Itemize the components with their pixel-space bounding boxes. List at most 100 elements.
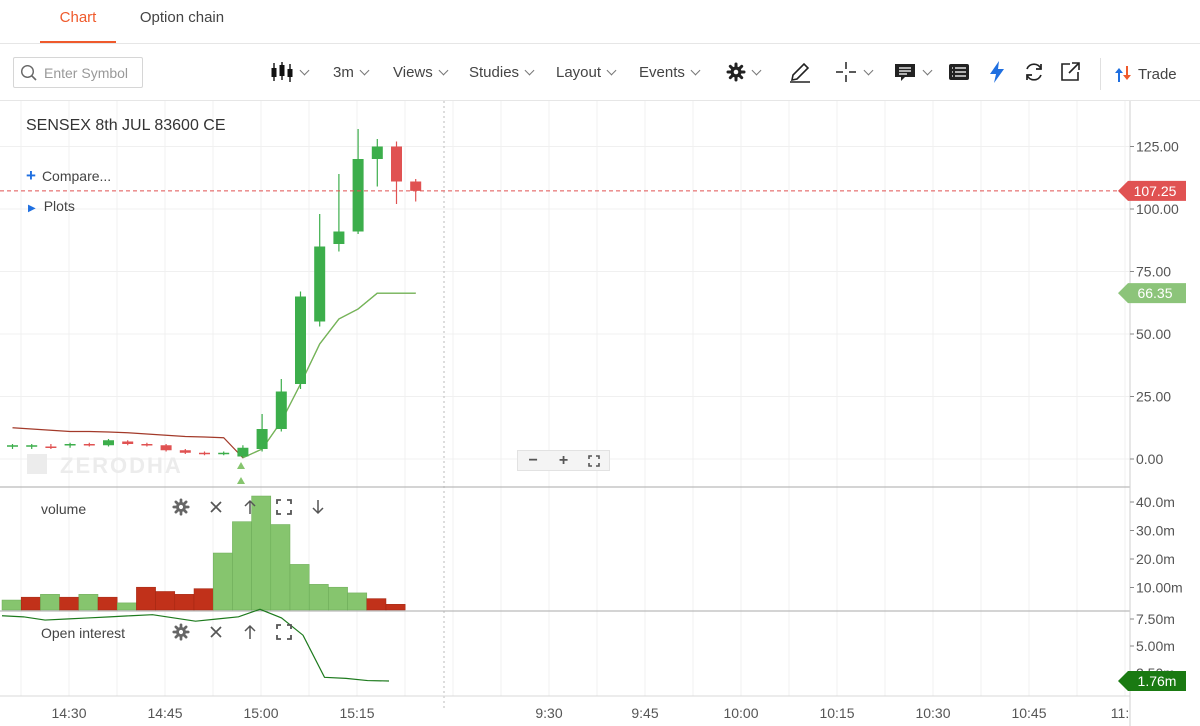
price-chart[interactable]: ZERODHA 125.00100.0075.0050.0025.000.001… (0, 101, 1200, 726)
candle (141, 444, 153, 446)
chevron-down-icon (524, 65, 535, 76)
candle (314, 246, 326, 322)
x-tick-label: 14:45 (147, 705, 182, 721)
events-label: Events (639, 63, 685, 81)
oi-tick-label: 7.50m (1136, 611, 1175, 627)
candle (199, 452, 210, 455)
volume-bar (174, 594, 195, 611)
candlestick-icon (271, 62, 293, 82)
candle (160, 445, 172, 451)
volume-bar (59, 596, 80, 611)
candle (371, 146, 383, 159)
oi-line (1, 608, 390, 682)
refresh-button[interactable] (1023, 60, 1045, 84)
x-tick-label: 9:45 (631, 705, 658, 721)
interval-label: 3m (333, 63, 354, 81)
tab-option-chain[interactable]: Option chain (139, 9, 225, 26)
volume-bar (270, 524, 291, 611)
tab-chart[interactable]: Chart (40, 0, 116, 43)
plus-icon: + (26, 166, 36, 185)
studies-dropdown[interactable]: Studies (469, 60, 535, 84)
oi-panel-controls (172, 623, 292, 641)
arrow-up-icon[interactable] (242, 499, 258, 515)
expand-icon[interactable] (276, 624, 292, 640)
arrow-down-icon[interactable] (310, 499, 326, 515)
events-dropdown[interactable]: Events (639, 60, 701, 84)
compare-link[interactable]: + Compare... (26, 166, 111, 186)
fullscreen-button[interactable] (579, 451, 609, 470)
candle-series (7, 129, 422, 458)
chevron-down-icon (359, 65, 370, 76)
chevron-down-icon (606, 65, 617, 76)
interval-dropdown[interactable]: 3m (333, 60, 370, 84)
lightning-icon (990, 61, 1004, 83)
y-tick-label: 0.00 (1136, 451, 1163, 467)
signal-arrow (237, 477, 245, 484)
x-tick-label: 11: (1111, 705, 1129, 721)
zoom-in-button[interactable]: + (558, 452, 569, 469)
draw-button[interactable] (788, 60, 812, 84)
signal-arrow (237, 462, 245, 469)
views-dropdown[interactable]: Views (393, 60, 449, 84)
y-tick-label: 125.00 (1136, 139, 1179, 155)
study-value-tag-shape (1118, 283, 1186, 304)
arrow-up-icon[interactable] (242, 624, 258, 640)
last-price-tag-shape (1118, 180, 1186, 201)
chart-type-button[interactable] (270, 60, 310, 84)
popout-button[interactable] (1059, 60, 1081, 84)
axes: 125.00 100.00 75.00 50.00 25.00 0.00 14:30 14:4… (0, 139, 1186, 726)
trade-button[interactable]: Trade (1114, 62, 1177, 86)
toolbar-divider (1100, 58, 1101, 90)
close-icon[interactable] (208, 499, 224, 515)
chevron-down-icon (438, 65, 449, 76)
chevron-down-icon (690, 65, 701, 76)
candle (333, 231, 345, 244)
plots-toggle[interactable]: ▶ Plots (28, 198, 75, 214)
volume-bar (328, 586, 348, 611)
comment-button[interactable] (893, 60, 933, 84)
studies-label: Studies (469, 63, 520, 81)
chart-grid (0, 101, 1130, 716)
last-price-tag: 107.25 (1134, 183, 1177, 199)
chart-toolbar: 3m Views Studies Layout Events (0, 44, 1200, 101)
gear-icon[interactable] (172, 623, 190, 641)
symbol-search[interactable] (13, 57, 143, 88)
triangle-right-icon: ▶ (28, 203, 36, 214)
study-line (12, 292, 416, 484)
y-tick-label: 25.00 (1136, 389, 1171, 405)
date-label-bg (405, 711, 485, 726)
y-tick-label: 50.00 (1136, 326, 1171, 342)
candle (26, 445, 38, 447)
oi-tick-label: 5.00m (1136, 638, 1175, 654)
symbol-title: SENSEX 8th JUL 83600 CE (26, 117, 226, 134)
gear-icon[interactable] (172, 498, 190, 516)
zoom-out-button[interactable]: − (528, 452, 538, 469)
volume-bar (155, 591, 176, 611)
candle (122, 441, 134, 444)
volume-tick-label: 30.0m (1136, 523, 1175, 539)
candle (391, 146, 402, 182)
zoom-controls: − + (517, 450, 610, 471)
candle (7, 445, 18, 447)
candle (179, 450, 191, 453)
close-icon[interactable] (208, 624, 224, 640)
settings-button[interactable] (726, 60, 762, 84)
symbol-search-input[interactable] (44, 62, 138, 83)
candle (64, 444, 76, 446)
plots-label: Plots (43, 198, 75, 214)
oi-value-tag: 1.76m (1138, 673, 1177, 689)
flash-button[interactable] (987, 60, 1007, 84)
data-table-button[interactable] (948, 60, 970, 84)
chart-area[interactable]: ZERODHA 125.00 100.00 75.00 50.00 25.00 0.00 1… (0, 101, 1200, 726)
volume-bar (366, 598, 387, 611)
x-tick-label: 14:30 (51, 705, 86, 721)
layout-dropdown[interactable]: Layout (556, 60, 617, 84)
volume-bar (385, 604, 406, 611)
x-tick-label: 10:45 (1011, 705, 1046, 721)
study-line-path (12, 292, 416, 459)
trade-arrows-icon (1115, 66, 1131, 82)
expand-icon[interactable] (276, 499, 292, 515)
volume-bar (40, 594, 60, 611)
volume-tick-label: 20.0m (1136, 551, 1175, 567)
crosshair-button[interactable] (834, 60, 874, 84)
